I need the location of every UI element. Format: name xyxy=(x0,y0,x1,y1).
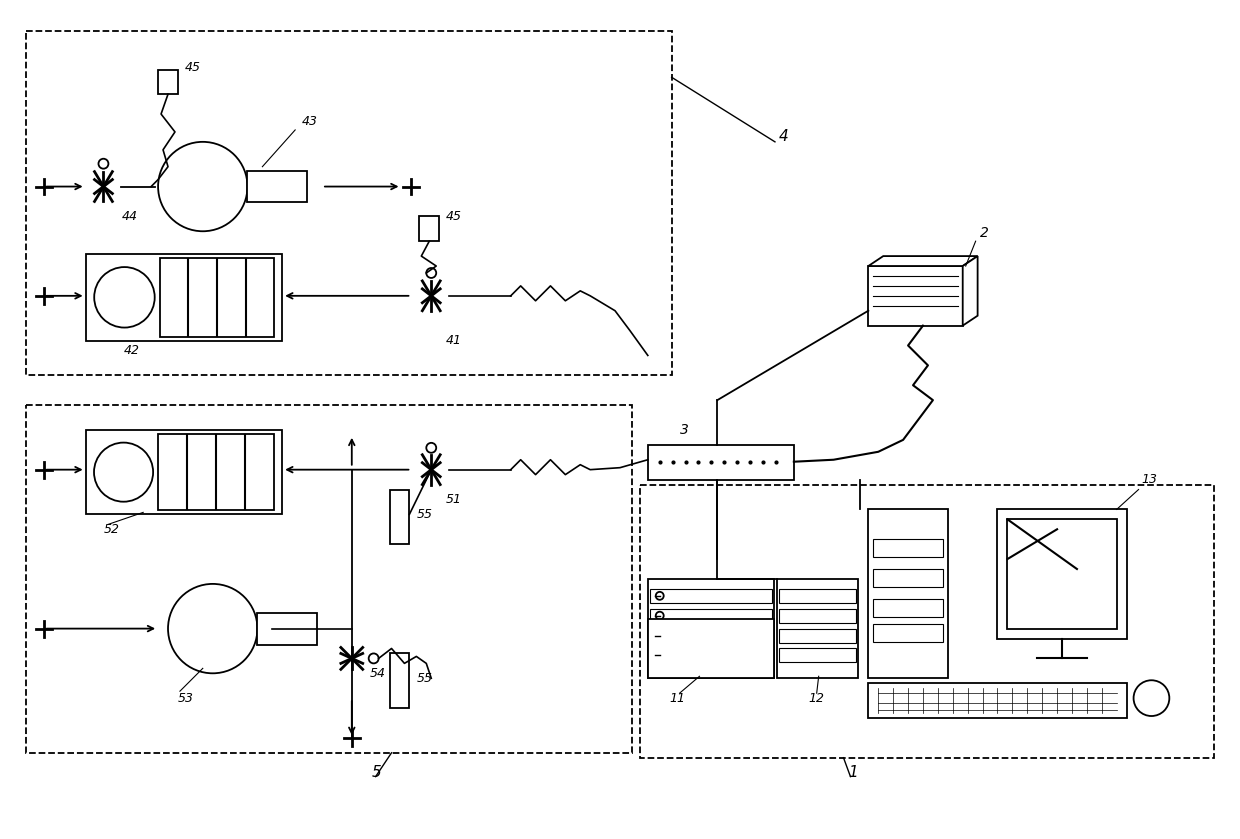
Text: 44: 44 xyxy=(122,210,138,223)
Circle shape xyxy=(427,443,436,453)
Polygon shape xyxy=(157,434,274,510)
Text: 5: 5 xyxy=(372,765,382,780)
Text: 43: 43 xyxy=(303,116,319,128)
Polygon shape xyxy=(868,509,947,678)
Polygon shape xyxy=(779,628,857,643)
Polygon shape xyxy=(248,170,308,202)
Polygon shape xyxy=(419,216,439,241)
Polygon shape xyxy=(258,612,317,644)
Polygon shape xyxy=(779,589,857,602)
Text: 53: 53 xyxy=(179,691,193,705)
Circle shape xyxy=(656,612,663,620)
Polygon shape xyxy=(389,489,409,545)
Polygon shape xyxy=(997,509,1127,638)
Circle shape xyxy=(94,267,155,327)
Polygon shape xyxy=(160,258,274,336)
Text: 51: 51 xyxy=(446,493,463,506)
Polygon shape xyxy=(650,649,773,662)
Polygon shape xyxy=(873,623,942,642)
Text: 55: 55 xyxy=(417,508,433,521)
Polygon shape xyxy=(647,445,794,480)
Text: 55: 55 xyxy=(417,672,433,685)
Polygon shape xyxy=(647,579,774,678)
Polygon shape xyxy=(868,266,962,326)
Polygon shape xyxy=(779,649,857,662)
Circle shape xyxy=(1133,680,1169,716)
Circle shape xyxy=(167,584,258,674)
Circle shape xyxy=(94,443,153,502)
Circle shape xyxy=(656,651,663,659)
Text: 42: 42 xyxy=(123,344,139,357)
Polygon shape xyxy=(86,430,283,514)
Polygon shape xyxy=(650,628,773,643)
Text: 45: 45 xyxy=(446,210,463,223)
Polygon shape xyxy=(389,654,409,708)
Text: 2: 2 xyxy=(980,227,988,240)
Circle shape xyxy=(656,632,663,639)
Circle shape xyxy=(157,142,248,232)
Polygon shape xyxy=(650,609,773,623)
Text: 13: 13 xyxy=(1142,473,1157,486)
Text: 45: 45 xyxy=(185,61,201,74)
Text: 54: 54 xyxy=(370,667,386,680)
Text: 1: 1 xyxy=(848,765,858,780)
Polygon shape xyxy=(647,618,774,678)
Text: 11: 11 xyxy=(670,691,686,705)
Polygon shape xyxy=(157,70,179,94)
Text: 4: 4 xyxy=(779,129,789,144)
Polygon shape xyxy=(650,589,773,602)
Circle shape xyxy=(98,159,108,169)
Circle shape xyxy=(427,268,436,278)
Circle shape xyxy=(368,654,378,664)
Polygon shape xyxy=(868,683,1127,718)
Text: 3: 3 xyxy=(680,423,688,437)
Polygon shape xyxy=(873,539,942,557)
Polygon shape xyxy=(868,256,977,266)
Polygon shape xyxy=(962,256,977,326)
Circle shape xyxy=(656,591,663,600)
Polygon shape xyxy=(86,254,283,341)
Text: 12: 12 xyxy=(808,691,825,705)
Polygon shape xyxy=(873,569,942,587)
Text: 52: 52 xyxy=(103,523,119,536)
Polygon shape xyxy=(873,599,942,617)
Polygon shape xyxy=(779,609,857,623)
Text: 41: 41 xyxy=(446,334,463,347)
Polygon shape xyxy=(1007,519,1117,628)
Polygon shape xyxy=(777,579,858,678)
